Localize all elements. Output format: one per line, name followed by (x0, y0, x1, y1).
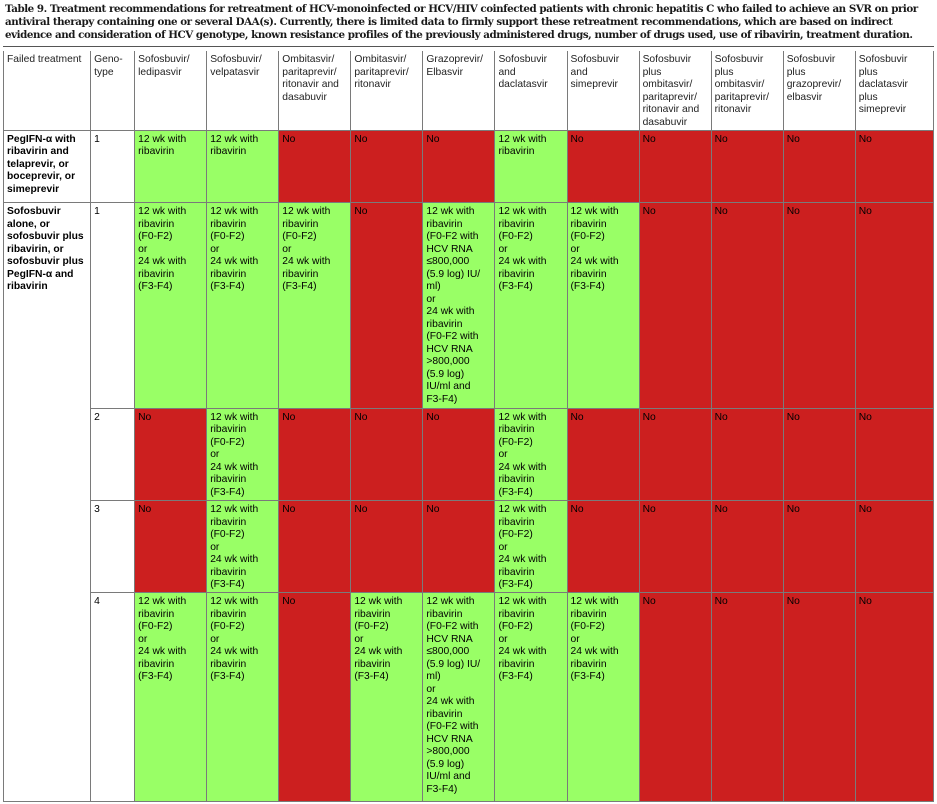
not-recommended-cell: No (278, 500, 352, 594)
not-recommended-cell: No (638, 500, 712, 594)
not-recommended-cell: No (854, 129, 935, 204)
recommended-cell: 12 wk with ribavirin (F0-F2) or 24 wk wi… (350, 592, 424, 802)
header-row: Failed treatment Geno- type Sofosbuvir/ le… (2, 51, 935, 131)
genotype-cell: 1 (90, 202, 136, 409)
table-header: Failed treatment Geno- type Sofosbuvir/ le… (2, 51, 935, 131)
not-recommended-cell: No (134, 500, 208, 594)
recommended-cell: 12 wk with ribavirin (206, 129, 280, 204)
not-recommended-cell: No (278, 129, 352, 204)
column-header: Sofosbuvir plus grazoprevir/ elbasvir (782, 51, 856, 131)
recommended-cell: 12 wk with ribavirin (F0-F2) or 24 wk wi… (494, 592, 568, 802)
column-header: Sofosbuvir plus ombitasvir/ paritaprevir… (638, 51, 712, 131)
not-recommended-cell: No (278, 592, 352, 802)
not-recommended-cell: No (854, 500, 935, 594)
genotype-cell: 4 (90, 592, 136, 802)
not-recommended-cell: No (350, 407, 424, 502)
failed-treatment-cell: Sofosbuvir alone, or sofosbuvir plus rib… (2, 202, 92, 802)
recommended-cell: 12 wk with ribavirin (F0-F2) or 24 wk wi… (494, 407, 568, 502)
not-recommended-cell: No (710, 592, 784, 802)
column-header: Failed treatment (2, 51, 92, 131)
failed-treatment-cell: PegIFN-α with ribavirin and telaprevir, … (2, 129, 92, 204)
not-recommended-cell: No (638, 407, 712, 502)
column-header: Sofosbuvir plus ombitasvir/ paritaprevir… (710, 51, 784, 131)
column-header: Grazoprevir/ Elbasvir (422, 51, 496, 131)
column-header: Geno- type (90, 51, 136, 131)
not-recommended-cell: No (854, 202, 935, 409)
top-rule (3, 46, 934, 47)
not-recommended-cell: No (710, 500, 784, 594)
column-header: Sofosbuvir/ velpatasvir (206, 51, 280, 131)
not-recommended-cell: No (566, 129, 640, 204)
not-recommended-cell: No (422, 129, 496, 204)
table-caption: Table 9. Treatment recommendations for r… (5, 3, 918, 41)
table-row: 4 12 wk with ribavirin (F0-F2) or 24 wk w… (4, 592, 935, 802)
not-recommended-cell: No (710, 407, 784, 502)
recommended-cell: 12 wk with ribavirin (F0-F2 with HCV RNA… (422, 592, 496, 802)
not-recommended-cell: No (782, 407, 856, 502)
not-recommended-cell: No (638, 592, 712, 802)
recommended-cell: 12 wk with ribavirin (F0-F2) or 24 wk wi… (134, 592, 208, 802)
genotype-cell: 2 (90, 407, 136, 502)
column-header: Sofosbuvir and simeprevir (566, 51, 640, 131)
not-recommended-cell: No (134, 407, 208, 502)
recommended-cell: 12 wk with ribavirin (F0-F2) or 24 wk wi… (566, 592, 640, 802)
not-recommended-cell: No (566, 500, 640, 594)
recommended-cell: 12 wk with ribavirin (F0-F2) or 24 wk wi… (134, 202, 208, 409)
recommended-cell: 12 wk with ribavirin (F0-F2) or 24 wk wi… (494, 500, 568, 594)
recommended-cell: 12 wk with ribavirin (494, 129, 568, 204)
recommended-cell: 12 wk with ribavirin (F0-F2) or 24 wk wi… (206, 500, 280, 594)
not-recommended-cell: No (350, 129, 424, 204)
not-recommended-cell: No (638, 202, 712, 409)
recommended-cell: 12 wk with ribavirin (134, 129, 208, 204)
not-recommended-cell: No (638, 129, 712, 204)
not-recommended-cell: No (422, 407, 496, 502)
recommended-cell: 12 wk with ribavirin (F0-F2) or 24 wk wi… (278, 202, 352, 409)
recommended-cell: 12 wk with ribavirin (F0-F2) or 24 wk wi… (206, 202, 280, 409)
table-row: PegIFN-α with ribavirin and telaprevir, … (2, 129, 935, 204)
column-header: Sofosbuvir and daclatasvir (494, 51, 568, 131)
recommended-cell: 12 wk with ribavirin (F0-F2) or 24 wk wi… (206, 592, 280, 802)
not-recommended-cell: No (278, 407, 352, 502)
not-recommended-cell: No (422, 500, 496, 594)
genotype-cell: 3 (90, 500, 136, 594)
not-recommended-cell: No (710, 202, 784, 409)
column-header: Ombitasvir/ paritaprevir/ ritonavir (350, 51, 424, 131)
not-recommended-cell: No (854, 592, 935, 802)
not-recommended-cell: No (350, 202, 424, 409)
table-row: Sofosbuvir alone, or sofosbuvir plus rib… (2, 202, 935, 802)
column-header: Sofosbuvir/ ledipasvir (134, 51, 208, 131)
not-recommended-cell: No (566, 407, 640, 502)
not-recommended-cell: No (854, 407, 935, 502)
table-body: PegIFN-α with ribavirin and telaprevir, … (2, 129, 935, 802)
not-recommended-cell: No (782, 592, 856, 802)
recommended-cell: 12 wk with ribavirin (F0-F2) or 24 wk wi… (206, 407, 280, 502)
column-header: Ombitasvir/ paritaprevir/ ritonavir and … (278, 51, 352, 131)
retreatment-table: Failed treatment Geno- type Sofosbuvir/ le… (2, 51, 935, 802)
recommended-cell: 12 wk with ribavirin (F0-F2) or 24 wk wi… (566, 202, 640, 409)
column-header: Sofosbuvir plus daclatasvir plus simepre… (854, 51, 935, 131)
not-recommended-cell: No (350, 500, 424, 594)
not-recommended-cell: No (710, 129, 784, 204)
recommended-cell: 12 wk with ribavirin (F0-F2) or 24 wk wi… (494, 202, 568, 409)
not-recommended-cell: No (782, 500, 856, 594)
table-row: 3 No 12 wk with ribavirin (F0-F2) or 24 wk… (4, 500, 935, 594)
not-recommended-cell: No (782, 129, 856, 204)
table-row: 2 No 12 wk with ribavirin (F0-F2) or 24 wk… (4, 407, 935, 502)
not-recommended-cell: No (782, 202, 856, 409)
genotype-cell: 1 (90, 129, 136, 204)
recommended-cell: 12 wk with ribavirin (F0-F2 with HCV RNA… (422, 202, 496, 409)
